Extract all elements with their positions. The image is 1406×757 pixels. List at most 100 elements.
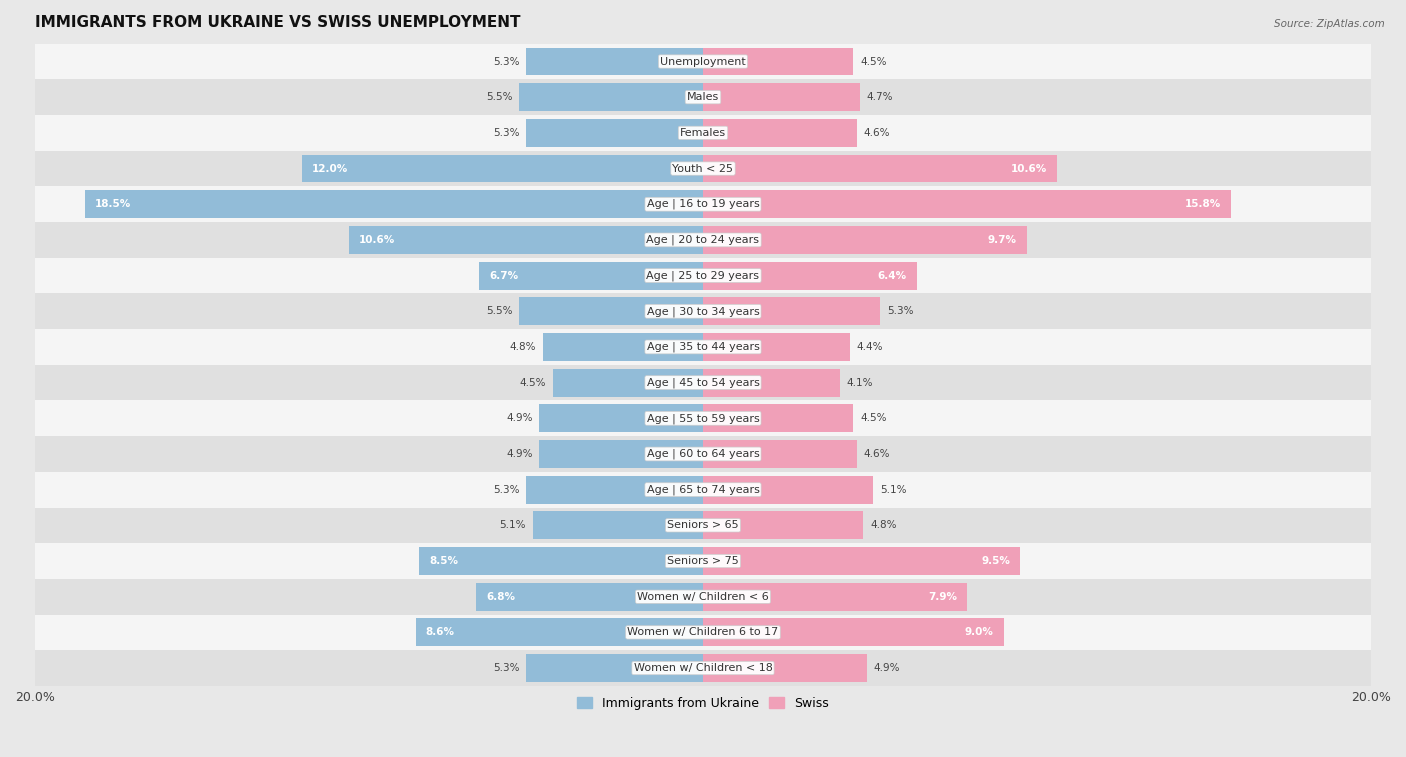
Bar (416, 618, 703, 646)
Bar (35, 79, 1371, 115)
Bar (526, 654, 703, 682)
Bar (35, 115, 1371, 151)
Bar (703, 154, 1057, 182)
Bar (526, 48, 703, 76)
Text: Age | 30 to 34 years: Age | 30 to 34 years (647, 306, 759, 316)
Text: 7.9%: 7.9% (928, 592, 957, 602)
Bar (703, 547, 1021, 575)
Bar (703, 475, 873, 503)
Bar (703, 618, 1004, 646)
Text: 5.3%: 5.3% (492, 128, 519, 138)
Text: Age | 45 to 54 years: Age | 45 to 54 years (647, 378, 759, 388)
Bar (419, 547, 703, 575)
Bar (703, 654, 866, 682)
Bar (703, 298, 880, 326)
Bar (703, 83, 860, 111)
Text: Males: Males (688, 92, 718, 102)
Text: Women w/ Children 6 to 17: Women w/ Children 6 to 17 (627, 628, 779, 637)
Bar (540, 404, 703, 432)
Text: 10.6%: 10.6% (1011, 164, 1047, 173)
Text: Age | 55 to 59 years: Age | 55 to 59 years (647, 413, 759, 424)
Text: 4.5%: 4.5% (519, 378, 546, 388)
Bar (35, 186, 1371, 222)
Text: Age | 20 to 24 years: Age | 20 to 24 years (647, 235, 759, 245)
Text: Youth < 25: Youth < 25 (672, 164, 734, 173)
Bar (703, 190, 1230, 218)
Text: 4.4%: 4.4% (856, 342, 883, 352)
Text: 4.6%: 4.6% (863, 449, 890, 459)
Bar (35, 436, 1371, 472)
Bar (553, 369, 703, 397)
Bar (519, 83, 703, 111)
Text: Source: ZipAtlas.com: Source: ZipAtlas.com (1274, 19, 1385, 29)
Bar (35, 44, 1371, 79)
Text: 6.7%: 6.7% (489, 270, 519, 281)
Text: 6.4%: 6.4% (877, 270, 907, 281)
Bar (302, 154, 703, 182)
Bar (35, 294, 1371, 329)
Bar (35, 400, 1371, 436)
Text: 4.9%: 4.9% (506, 449, 533, 459)
Bar (35, 615, 1371, 650)
Bar (475, 583, 703, 611)
Text: 4.1%: 4.1% (846, 378, 873, 388)
Bar (35, 257, 1371, 294)
Bar (519, 298, 703, 326)
Text: 4.5%: 4.5% (860, 57, 887, 67)
Text: 5.3%: 5.3% (492, 484, 519, 494)
Bar (35, 365, 1371, 400)
Bar (703, 369, 839, 397)
Bar (703, 119, 856, 147)
Text: Age | 25 to 29 years: Age | 25 to 29 years (647, 270, 759, 281)
Bar (703, 226, 1026, 254)
Text: 8.6%: 8.6% (426, 628, 454, 637)
Bar (526, 475, 703, 503)
Text: 5.5%: 5.5% (486, 92, 513, 102)
Text: 4.8%: 4.8% (870, 520, 897, 531)
Bar (703, 440, 856, 468)
Bar (35, 544, 1371, 579)
Bar (703, 404, 853, 432)
Text: 4.7%: 4.7% (866, 92, 893, 102)
Bar (35, 472, 1371, 507)
Bar (479, 262, 703, 289)
Text: Age | 60 to 64 years: Age | 60 to 64 years (647, 449, 759, 459)
Text: 4.9%: 4.9% (506, 413, 533, 423)
Bar (540, 440, 703, 468)
Text: Females: Females (681, 128, 725, 138)
Text: 9.0%: 9.0% (965, 628, 994, 637)
Bar (35, 329, 1371, 365)
Text: Age | 35 to 44 years: Age | 35 to 44 years (647, 341, 759, 352)
Text: 4.9%: 4.9% (873, 663, 900, 673)
Bar (703, 512, 863, 539)
Bar (533, 512, 703, 539)
Text: Age | 16 to 19 years: Age | 16 to 19 years (647, 199, 759, 210)
Text: Women w/ Children < 18: Women w/ Children < 18 (634, 663, 772, 673)
Text: IMMIGRANTS FROM UKRAINE VS SWISS UNEMPLOYMENT: IMMIGRANTS FROM UKRAINE VS SWISS UNEMPLO… (35, 15, 520, 30)
Text: Seniors > 65: Seniors > 65 (668, 520, 738, 531)
Text: Seniors > 75: Seniors > 75 (666, 556, 740, 566)
Text: 10.6%: 10.6% (359, 235, 395, 245)
Text: 12.0%: 12.0% (312, 164, 349, 173)
Bar (35, 579, 1371, 615)
Text: 5.3%: 5.3% (887, 307, 914, 316)
Text: 8.5%: 8.5% (429, 556, 458, 566)
Text: 5.5%: 5.5% (486, 307, 513, 316)
Bar (543, 333, 703, 361)
Bar (35, 151, 1371, 186)
Legend: Immigrants from Ukraine, Swiss: Immigrants from Ukraine, Swiss (572, 692, 834, 715)
Text: 5.3%: 5.3% (492, 663, 519, 673)
Bar (35, 650, 1371, 686)
Text: 18.5%: 18.5% (96, 199, 131, 209)
Bar (703, 262, 917, 289)
Text: 5.3%: 5.3% (492, 57, 519, 67)
Text: 4.5%: 4.5% (860, 413, 887, 423)
Bar (84, 190, 703, 218)
Text: Unemployment: Unemployment (661, 57, 745, 67)
Bar (349, 226, 703, 254)
Bar (35, 222, 1371, 257)
Text: 9.5%: 9.5% (981, 556, 1011, 566)
Bar (703, 48, 853, 76)
Text: 5.1%: 5.1% (880, 484, 907, 494)
Text: 15.8%: 15.8% (1184, 199, 1220, 209)
